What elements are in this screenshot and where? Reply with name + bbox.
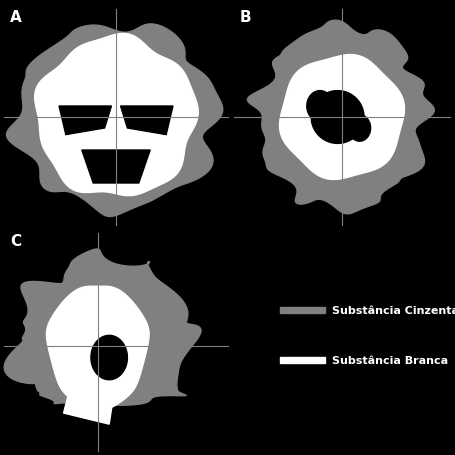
- Polygon shape: [348, 116, 370, 142]
- Polygon shape: [63, 313, 138, 364]
- FancyArrow shape: [279, 357, 324, 363]
- Polygon shape: [59, 107, 111, 135]
- Polygon shape: [120, 107, 172, 135]
- Text: C: C: [10, 233, 21, 248]
- Polygon shape: [6, 25, 222, 217]
- Polygon shape: [4, 249, 201, 405]
- Polygon shape: [247, 21, 434, 214]
- Polygon shape: [46, 287, 149, 411]
- Text: A: A: [10, 10, 22, 25]
- Polygon shape: [81, 151, 150, 184]
- Polygon shape: [63, 380, 116, 424]
- Polygon shape: [35, 34, 198, 196]
- Polygon shape: [91, 336, 127, 380]
- FancyArrow shape: [279, 307, 324, 313]
- Text: Substância Branca: Substância Branca: [331, 355, 447, 365]
- Polygon shape: [310, 91, 363, 144]
- Polygon shape: [279, 56, 404, 180]
- Text: Substância Cinzenta: Substância Cinzenta: [331, 305, 455, 315]
- Polygon shape: [306, 91, 333, 122]
- Text: B: B: [239, 10, 251, 25]
